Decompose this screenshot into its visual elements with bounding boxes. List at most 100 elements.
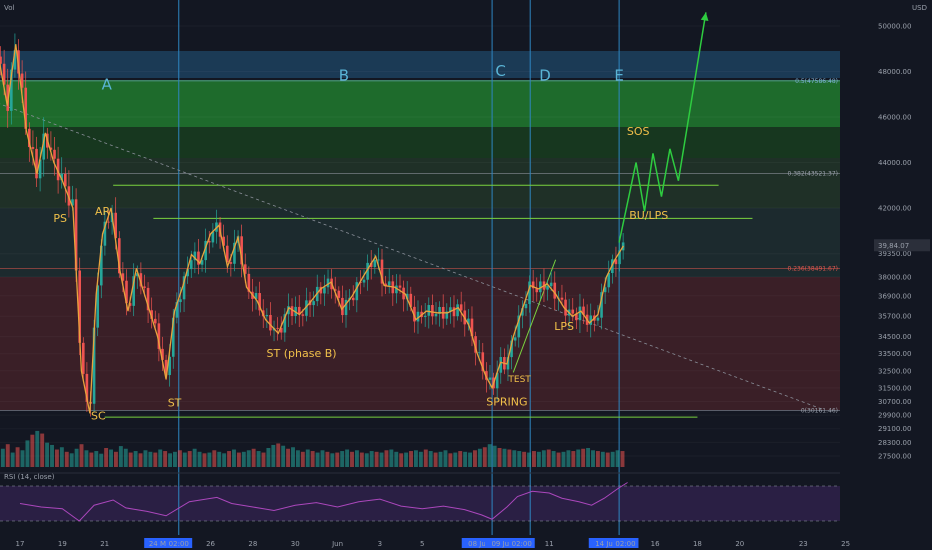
volume-bar bbox=[364, 453, 369, 467]
projection-arrowhead bbox=[700, 12, 709, 21]
volume-bar bbox=[581, 448, 586, 467]
candle-body bbox=[323, 287, 326, 294]
candle-body bbox=[449, 307, 452, 312]
y-tick-label: 42000.00 bbox=[878, 205, 911, 213]
phase-label: E bbox=[614, 67, 623, 85]
candle-body bbox=[384, 283, 387, 286]
volume-bar bbox=[291, 447, 295, 467]
candle-body bbox=[265, 314, 269, 317]
candle-body bbox=[434, 313, 438, 317]
candle-body bbox=[254, 293, 258, 299]
fib-label: 0.236(38491.67) bbox=[788, 266, 839, 273]
candle-body bbox=[341, 297, 344, 316]
candle-body bbox=[474, 336, 477, 353]
volume-bar bbox=[522, 451, 527, 467]
volume-bar bbox=[350, 451, 354, 467]
price-axis-panel[interactable] bbox=[840, 0, 932, 535]
volume-bar bbox=[222, 453, 227, 467]
candle-body bbox=[377, 259, 380, 261]
candle-body bbox=[618, 250, 621, 265]
volume-bar bbox=[413, 450, 418, 467]
volume-bar bbox=[133, 451, 138, 467]
volume-bar bbox=[212, 450, 217, 467]
volume-bar bbox=[89, 452, 94, 467]
candle-body bbox=[305, 300, 308, 316]
candle-body bbox=[31, 147, 35, 149]
candle-body bbox=[153, 318, 157, 324]
candle-body bbox=[186, 269, 189, 277]
x-tick-label: 23 bbox=[799, 540, 808, 548]
fib-label: 0.5(47586.48) bbox=[795, 78, 838, 85]
x-tick-label: 02:00 bbox=[169, 540, 189, 548]
current-price-tag bbox=[874, 239, 930, 252]
volume-bar bbox=[20, 450, 25, 467]
candle-body bbox=[211, 231, 215, 243]
candle-body bbox=[290, 306, 294, 316]
volume-bar bbox=[620, 451, 625, 467]
candle-body bbox=[499, 357, 503, 373]
candle-body bbox=[13, 50, 17, 70]
candle-body bbox=[28, 128, 31, 148]
y-tick-label: 31500.00 bbox=[878, 384, 911, 392]
volume-bar bbox=[286, 448, 291, 467]
candle-body bbox=[2, 63, 6, 85]
candle-body bbox=[179, 299, 182, 303]
y-tick-label: 34500.00 bbox=[878, 333, 911, 341]
x-tick-highlight bbox=[612, 538, 639, 548]
volume-bar bbox=[330, 453, 335, 467]
candle-body bbox=[452, 307, 456, 317]
phase-label: A bbox=[102, 76, 113, 94]
current-price-label: 39,84.07 bbox=[878, 242, 909, 250]
volume-bar bbox=[561, 451, 566, 467]
candle-body bbox=[513, 337, 517, 341]
currency-label: USD bbox=[912, 4, 927, 12]
volume-bar bbox=[556, 452, 561, 467]
volume-bar bbox=[15, 447, 20, 467]
candle-body bbox=[81, 342, 85, 374]
x-tick-label: 5 bbox=[420, 540, 424, 548]
zone-05-0382 bbox=[0, 158, 840, 208]
volume-bar bbox=[207, 452, 212, 467]
fib-label: 0.382(43521.37) bbox=[788, 170, 839, 177]
rsi-title: RSI (14, close) bbox=[4, 473, 55, 481]
y-tick-label: 46000.00 bbox=[878, 114, 911, 122]
volume-bar bbox=[369, 451, 374, 467]
zone-0618-05 bbox=[0, 127, 840, 158]
volume-bar bbox=[251, 448, 256, 467]
price-axis: 62000.0060000.0058000.0056000.0054000.00… bbox=[874, 23, 930, 461]
volume-bar bbox=[5, 444, 10, 467]
y-tick-label: 39350.00 bbox=[878, 250, 911, 258]
volume-bar bbox=[54, 449, 59, 467]
candle-body bbox=[351, 297, 355, 301]
candle-body bbox=[164, 359, 168, 376]
candle-body bbox=[53, 149, 56, 159]
candle-body bbox=[56, 158, 60, 181]
candle-body bbox=[431, 305, 434, 317]
volume-bar bbox=[512, 450, 517, 467]
y-tick-label: 48000.00 bbox=[878, 68, 911, 76]
candle-body bbox=[319, 286, 323, 294]
volume-bar bbox=[0, 448, 5, 467]
fibonacci-lines: 0.786(57478.18)0.702(54545.38)0.618(5163… bbox=[0, 78, 840, 415]
candle-body bbox=[600, 292, 603, 318]
volume-bar bbox=[487, 444, 492, 467]
volume-bar bbox=[300, 451, 305, 467]
candle-body bbox=[409, 293, 413, 307]
volume-bar bbox=[546, 449, 551, 467]
candle-body bbox=[139, 273, 143, 287]
candle-body bbox=[603, 287, 607, 293]
x-tick-label: 02:00 bbox=[512, 540, 532, 548]
volume-bar bbox=[458, 451, 463, 467]
volume-bar bbox=[310, 451, 315, 467]
volume-bar bbox=[527, 452, 532, 467]
candle-body bbox=[193, 251, 197, 261]
volume-bar bbox=[197, 451, 202, 467]
volume-bar bbox=[241, 451, 246, 467]
x-tick-label: 18 bbox=[693, 540, 702, 548]
candle-body bbox=[438, 307, 441, 314]
volume-bar bbox=[202, 453, 207, 467]
x-tick-label: 26 bbox=[206, 540, 215, 548]
candle-body bbox=[369, 262, 373, 268]
volume-bar bbox=[473, 450, 477, 467]
